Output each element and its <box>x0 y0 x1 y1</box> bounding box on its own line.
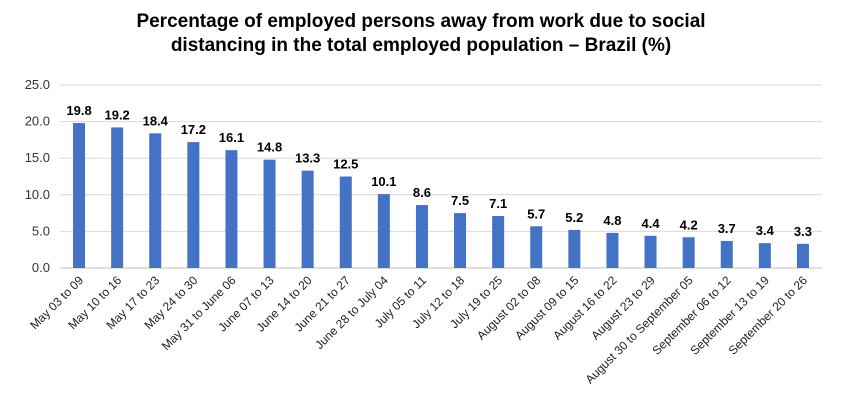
bar <box>796 243 809 268</box>
y-tick-label: 5.0 <box>32 223 50 238</box>
data-label: 10.1 <box>371 174 396 189</box>
bar <box>149 133 162 268</box>
data-label: 17.2 <box>181 122 206 137</box>
bar <box>492 216 505 268</box>
data-label: 3.3 <box>794 224 812 239</box>
data-label: 16.1 <box>219 130 244 145</box>
data-label: 4.2 <box>680 217 698 232</box>
chart-title-line-1: Percentage of employed persons away from… <box>136 11 706 32</box>
data-label: 8.6 <box>413 185 431 200</box>
data-label: 19.2 <box>104 107 129 122</box>
bar <box>530 226 543 268</box>
bar <box>644 235 657 268</box>
chart-title-line-2: distancing in the total employed populat… <box>170 35 672 56</box>
bar <box>568 229 581 268</box>
y-tick-label: 0.0 <box>32 260 50 275</box>
data-label: 14.8 <box>257 140 282 155</box>
bar <box>454 213 467 268</box>
bar <box>73 123 86 269</box>
bar <box>606 232 619 268</box>
bar <box>301 170 314 268</box>
data-label: 13.3 <box>295 151 320 166</box>
y-tick-label: 15.0 <box>25 150 50 165</box>
data-label: 7.5 <box>451 193 469 208</box>
data-label: 7.1 <box>489 196 507 211</box>
bar <box>758 243 771 268</box>
bar <box>225 150 238 268</box>
data-label: 4.8 <box>603 213 621 228</box>
data-label: 5.2 <box>565 210 583 225</box>
data-label: 3.7 <box>718 221 736 236</box>
bar <box>682 237 695 268</box>
bar <box>720 240 733 268</box>
data-label: 5.7 <box>527 206 545 221</box>
chart-title: Percentage of employed persons away from… <box>0 10 842 58</box>
bar <box>187 142 200 268</box>
data-label: 4.4 <box>642 216 661 231</box>
y-tick-label: 10.0 <box>25 187 50 202</box>
y-tick-label: 25.0 <box>25 77 50 92</box>
y-tick-label: 20.0 <box>25 114 50 129</box>
data-label: 12.5 <box>333 157 358 172</box>
bar <box>111 127 124 269</box>
bar <box>377 194 390 268</box>
bar <box>339 176 352 268</box>
bar <box>263 159 276 268</box>
data-label: 18.4 <box>143 113 169 128</box>
bar <box>415 205 428 268</box>
data-label: 19.8 <box>66 103 91 118</box>
data-label: 3.4 <box>756 223 775 238</box>
